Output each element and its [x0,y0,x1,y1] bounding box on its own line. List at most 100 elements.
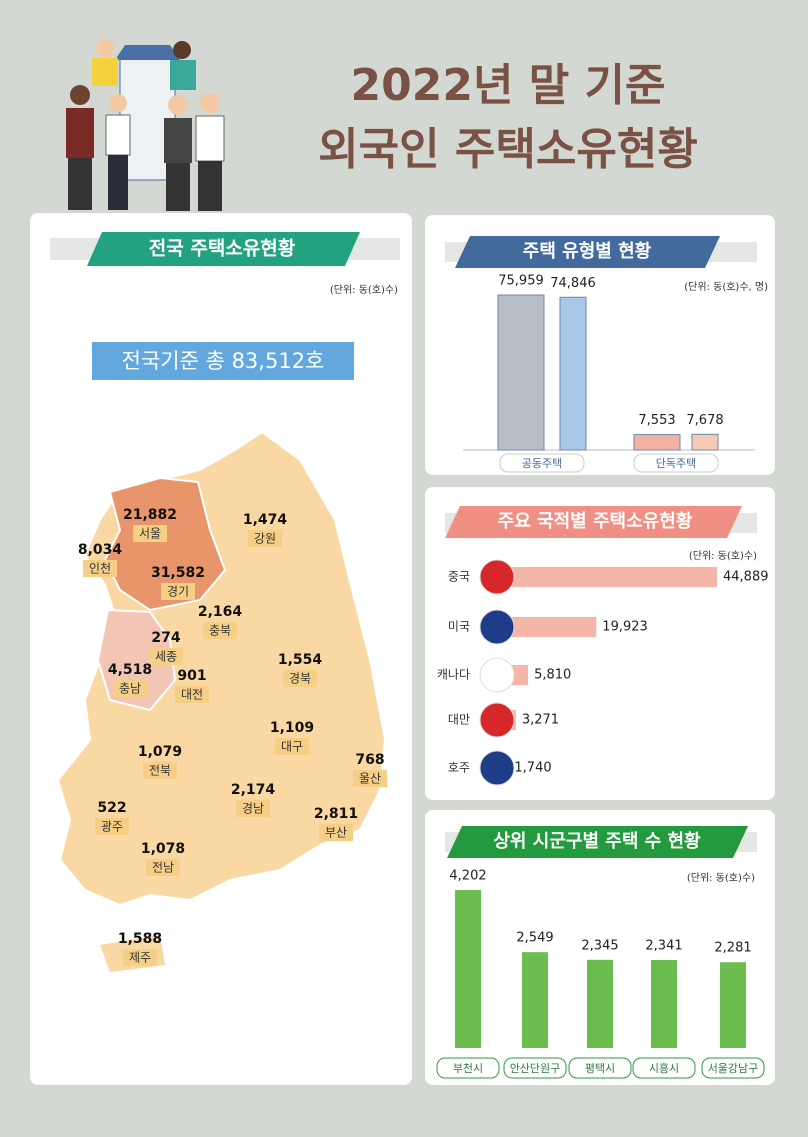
value-label: 19,923 [602,620,648,635]
category-label: 미국 [448,620,470,634]
region-name-box [149,648,183,665]
panel-title: 전국 주택소유현황 [149,237,296,260]
title: 2022년 말 기준 [350,60,665,111]
region-value: 1,554 [278,652,323,668]
bar [455,890,481,1048]
value-label: 7,678 [686,413,723,428]
region-name-box [248,530,282,547]
unit: (단위: 동(호)수) [687,871,755,884]
region-value: 8,034 [78,542,123,558]
value-label: 75,959 [498,274,544,289]
category-label: 호주 [448,761,470,775]
region-value: 21,882 [123,507,177,523]
region-value: 31,582 [151,565,205,581]
value-label: 2,341 [645,938,682,953]
total: 전국기준 총 83,512호 [122,349,325,373]
title-ribbon [87,232,360,266]
category-label: 안산단원구 [510,1062,561,1075]
panel-title: 주요 국적별 주택소유현황 [498,511,693,532]
region-name-box [113,680,147,697]
region-name-box [175,686,209,703]
region-value: 1,078 [141,841,185,857]
region-name-box [161,583,195,600]
value-label: 2,281 [714,941,751,956]
category-label: 대만 [448,713,470,727]
region-value: 1,079 [138,744,182,760]
bar [587,959,613,1048]
bar [500,567,717,587]
region-value: 2,164 [198,604,243,620]
category-label: 시흥시 [649,1061,679,1075]
value-label: 2,549 [516,931,553,946]
region-name-box [133,525,167,542]
value-label: 3,271 [522,713,559,728]
house-bar [497,294,545,451]
total-box [92,342,354,380]
region-name: 충북 [209,624,231,638]
region-name: 서울 [139,527,161,541]
region-name-box [236,800,270,817]
region-name-box [95,818,129,835]
title: 외국인 주택소유현황 [318,124,698,175]
value-label: 1,740 [514,761,551,776]
title-ribbon [455,236,720,268]
category-box [499,453,585,473]
region-value: 1,474 [243,512,288,528]
category-box [632,1057,696,1079]
category-box [568,1057,632,1079]
unit: (단위: 동(호)수) [689,549,757,562]
house-bar [633,434,681,451]
panel-title: 상위 시군구별 주택 수 현황 [493,831,701,852]
region-value: 2,174 [231,782,276,798]
flag [479,750,515,786]
unit: (단위: 동(호)수, 명) [684,280,768,293]
region-name: 강원 [254,532,276,546]
unit: (단위: 동(호)수) [330,283,398,296]
category-box [633,453,719,473]
region-name: 경기 [167,585,189,599]
value-label: 2,345 [581,938,618,953]
region-name-box [275,738,309,755]
category-label: 중국 [448,570,470,584]
region-value: 2,811 [314,806,358,822]
region-value: 768 [355,752,384,768]
title-ribbon [447,826,748,858]
region-name: 부산 [325,826,347,840]
region-name-box [283,670,317,687]
panel [425,810,775,1085]
person-bar [691,433,719,451]
person-bar [559,296,587,451]
region-name: 광주 [101,820,123,834]
bar [522,952,548,1048]
panel-title: 주택 유형별 현황 [523,241,652,262]
region-name-box [143,762,177,779]
region-name-box [146,859,180,876]
region-name-box [203,622,237,639]
value-label: 7,553 [638,413,675,428]
region-value: 4,518 [108,662,152,678]
category-box [436,1057,500,1079]
flag [479,609,515,645]
value-label: 44,889 [723,570,769,585]
category-label: 평택시 [585,1062,615,1075]
region-value: 901 [177,668,206,684]
region-name: 경남 [242,802,264,816]
region-name: 울산 [359,772,381,786]
category-box [503,1057,567,1079]
region-value: 274 [151,630,180,646]
flag [479,559,515,595]
category-label: 부천시 [453,1061,483,1075]
value-label: 5,810 [534,668,571,683]
category-label: 공동주택 [522,457,562,470]
bar [500,617,597,637]
region-name: 경북 [289,672,311,686]
region-name-box [83,560,117,577]
region-value: 522 [97,800,126,816]
region-name: 인천 [89,561,111,576]
category-label: 단독주택 [656,457,696,470]
map [56,430,387,972]
region-name: 제주 [129,951,151,965]
region-name: 전남 [152,861,174,875]
